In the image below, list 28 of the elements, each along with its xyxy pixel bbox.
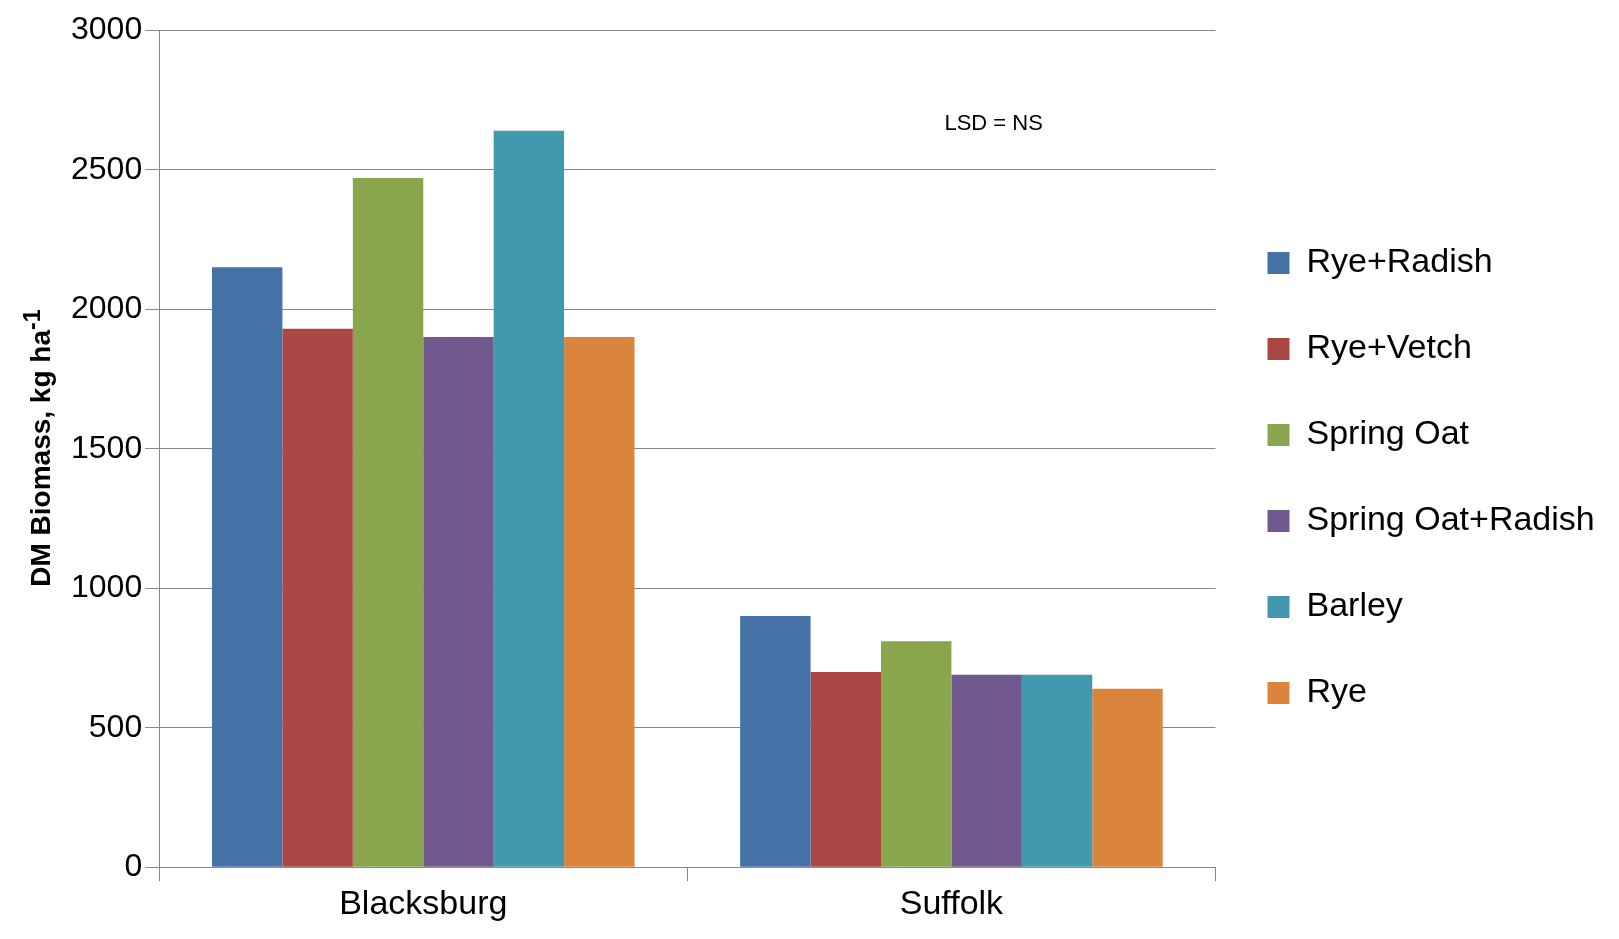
bar: [423, 337, 494, 867]
bar: [951, 674, 1022, 867]
y-tick-label: 3000: [71, 10, 143, 47]
legend-label: Rye+Vetch: [1306, 327, 1472, 366]
y-tick-label: 0: [124, 847, 143, 884]
bar: [282, 328, 353, 867]
legend-label: Spring Oat: [1306, 413, 1470, 452]
y-tick-label: 1500: [71, 428, 143, 465]
annotation: LSD = NS: [944, 110, 1043, 136]
y-tick-label: 500: [88, 707, 143, 744]
bar: [740, 616, 811, 867]
bar: [1092, 688, 1163, 867]
bar: [352, 178, 424, 867]
x-tick-label: Suffolk: [899, 882, 1005, 921]
bar: [493, 130, 565, 867]
legend-label: Rye: [1306, 671, 1367, 710]
bar: [881, 641, 952, 867]
bar: [212, 267, 283, 867]
y-tick-label: 2000: [71, 289, 143, 326]
y-tick-label: 2500: [71, 149, 143, 186]
bar: [1021, 674, 1093, 867]
legend-label: Barley: [1306, 585, 1403, 624]
bar: [564, 337, 635, 867]
legend-label: Spring Oat+Radish: [1306, 499, 1595, 538]
legend-label: Rye+Radish: [1306, 241, 1493, 280]
bar: [810, 671, 881, 867]
x-tick-label: Blacksburg: [339, 882, 508, 921]
y-tick-label: 1000: [71, 568, 143, 605]
